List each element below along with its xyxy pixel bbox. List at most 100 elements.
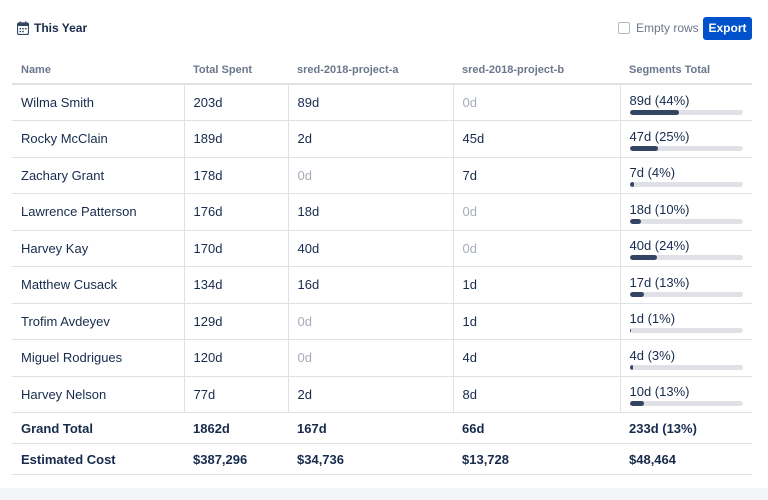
segments-progress-bar <box>629 218 743 224</box>
grand-total-spent: 1862d <box>184 412 288 444</box>
table-row[interactable]: Lawrence Patterson 176d 18d 0d 18d (10%) <box>12 193 752 231</box>
cell-name[interactable]: Lawrence Patterson <box>12 193 185 231</box>
estimated-cost-segments: $48,464 <box>620 443 752 475</box>
empty-rows-toggle[interactable]: Empty rows <box>618 21 699 35</box>
segments-progress-fill <box>629 255 657 261</box>
segments-progress-fill <box>629 364 633 370</box>
grand-total-project-a: 167d <box>288 412 453 444</box>
column-header-project-a[interactable]: sred-2018-project-a <box>288 56 453 85</box>
time-report-table: Name Total Spent sred-2018-project-a sre… <box>12 56 752 475</box>
cell-project-b: 8d <box>453 376 621 413</box>
segments-progress-fill <box>629 182 635 188</box>
table-row[interactable]: Harvey Nelson 77d 2d 8d 10d (13%) <box>12 376 752 413</box>
cell-segments-total: 4d (3%) <box>620 339 752 377</box>
grand-total-segments: 233d (13%) <box>620 412 752 444</box>
column-header-segments-total[interactable]: Segments Total <box>620 56 752 85</box>
cell-name[interactable]: Rocky McClain <box>12 120 185 158</box>
segments-total-value: 18d (10%) <box>629 201 690 217</box>
segments-progress-fill <box>629 291 645 297</box>
footer-strip <box>0 488 768 500</box>
segments-progress-bar <box>629 109 743 115</box>
table-row[interactable]: Rocky McClain 189d 2d 45d 47d (25%) <box>12 120 752 158</box>
table-row[interactable]: Miguel Rodrigues 120d 0d 4d 4d (3%) <box>12 339 752 377</box>
table-row[interactable]: Trofim Avdeyev 129d 0d 1d 1d (1%) <box>12 303 752 340</box>
segments-total-value: 89d (44%) <box>629 92 690 108</box>
cell-project-a: 18d <box>288 193 454 231</box>
segments-total-value: 47d (25%) <box>629 128 690 144</box>
cell-total-spent: 129d <box>184 303 289 340</box>
cell-project-a: 2d <box>288 376 454 413</box>
cell-segments-total: 7d (4%) <box>620 157 752 194</box>
column-header-project-b[interactable]: sred-2018-project-b <box>453 56 620 85</box>
cell-total-spent: 77d <box>184 376 289 413</box>
cell-total-spent: 178d <box>184 157 289 194</box>
export-button[interactable]: Export <box>703 17 752 40</box>
cell-name[interactable]: Harvey Kay <box>12 230 185 267</box>
empty-rows-checkbox[interactable] <box>618 22 630 34</box>
cell-project-a: 89d <box>288 84 454 121</box>
segments-progress-bar <box>629 401 743 407</box>
cell-segments-total: 1d (1%) <box>620 303 752 340</box>
cell-total-spent: 120d <box>184 339 289 377</box>
segments-progress-bar <box>629 328 743 334</box>
segments-total-value: 4d (3%) <box>629 347 676 363</box>
cell-segments-total: 40d (24%) <box>620 230 752 267</box>
cell-project-b: 1d <box>453 303 621 340</box>
cell-segments-total: 17d (13%) <box>620 266 752 304</box>
cell-project-b: 0d <box>453 84 621 121</box>
table-row[interactable]: Wilma Smith 203d 89d 0d 89d (44%) <box>12 84 752 121</box>
cell-total-spent: 203d <box>184 84 289 121</box>
segments-progress-bar <box>629 145 743 151</box>
segments-progress-fill <box>629 328 631 334</box>
segments-total-value: 1d (1%) <box>629 311 676 327</box>
cell-segments-total: 10d (13%) <box>620 376 752 413</box>
column-header-total-spent[interactable]: Total Spent <box>184 56 288 85</box>
grand-total-row: Grand Total 1862d 167d 66d 233d (13%) <box>12 412 752 444</box>
cell-project-b: 4d <box>453 339 621 377</box>
estimated-cost-project-a: $34,736 <box>288 443 453 475</box>
estimated-cost-row: Estimated Cost $387,296 $34,736 $13,728 … <box>12 443 752 475</box>
cell-name[interactable]: Trofim Avdeyev <box>12 303 185 340</box>
cell-name[interactable]: Wilma Smith <box>12 84 185 121</box>
cell-name[interactable]: Matthew Cusack <box>12 266 185 304</box>
segments-progress-bar <box>629 182 743 188</box>
table-header-row: Name Total Spent sred-2018-project-a sre… <box>12 56 752 85</box>
segments-progress-fill <box>629 218 641 224</box>
cell-name[interactable]: Miguel Rodrigues <box>12 339 185 377</box>
table-row[interactable]: Zachary Grant 178d 0d 7d 7d (4%) <box>12 157 752 194</box>
cell-project-a: 0d <box>288 303 454 340</box>
segments-progress-fill <box>629 109 680 115</box>
table-row[interactable]: Matthew Cusack 134d 16d 1d 17d (13%) <box>12 266 752 304</box>
segments-progress-fill <box>629 401 645 407</box>
cell-project-b: 7d <box>453 157 621 194</box>
period-label: This Year <box>34 21 88 35</box>
cell-project-b: 45d <box>453 120 621 158</box>
cell-project-a: 2d <box>288 120 454 158</box>
table-row[interactable]: Harvey Kay 170d 40d 0d 40d (24%) <box>12 230 752 267</box>
cell-total-spent: 134d <box>184 266 289 304</box>
cell-total-spent: 176d <box>184 193 289 231</box>
cell-project-b: 1d <box>453 266 621 304</box>
estimated-cost-total: $387,296 <box>184 443 288 475</box>
table-body: Wilma Smith 203d 89d 0d 89d (44%) Rocky McCla… <box>12 84 752 413</box>
estimated-cost-label: Estimated Cost <box>12 443 184 475</box>
empty-rows-label: Empty rows <box>636 21 699 35</box>
segments-progress-fill <box>629 145 658 151</box>
cell-project-a: 0d <box>288 339 454 377</box>
segments-total-value: 7d (4%) <box>629 165 676 181</box>
period-selector[interactable]: This Year <box>17 20 87 36</box>
cell-project-b: 0d <box>453 193 621 231</box>
cell-project-b: 0d <box>453 230 621 267</box>
segments-progress-bar <box>629 364 743 370</box>
cell-project-a: 40d <box>288 230 454 267</box>
estimated-cost-project-b: $13,728 <box>453 443 620 475</box>
cell-name[interactable]: Harvey Nelson <box>12 376 185 413</box>
cell-project-a: 0d <box>288 157 454 194</box>
column-header-name[interactable]: Name <box>12 56 184 85</box>
segments-total-value: 40d (24%) <box>629 238 690 254</box>
grand-total-label: Grand Total <box>12 412 184 444</box>
cell-segments-total: 47d (25%) <box>620 120 752 158</box>
cell-name[interactable]: Zachary Grant <box>12 157 185 194</box>
segments-progress-bar <box>629 291 743 297</box>
segments-total-value: 17d (13%) <box>629 274 690 290</box>
